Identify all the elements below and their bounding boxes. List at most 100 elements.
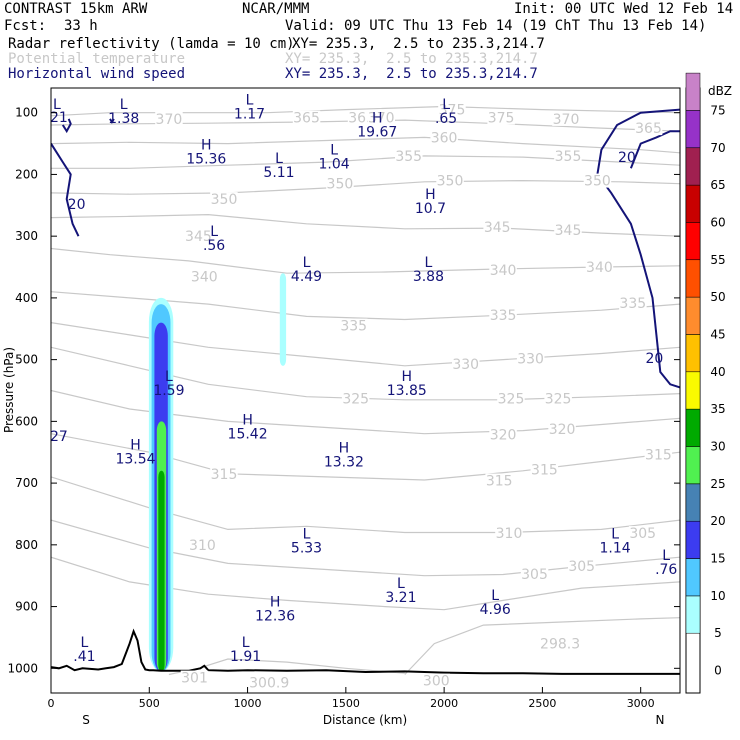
extremum-value: 15.36	[186, 152, 226, 168]
extremum-value: 1.38	[108, 111, 139, 127]
theta-label: 350	[327, 177, 354, 193]
theta-contour	[51, 136, 680, 154]
theta-label-bg	[485, 473, 513, 488]
extremum-value: .65	[435, 111, 457, 127]
theta-label: 315	[645, 448, 672, 464]
theta-label-bg	[619, 295, 647, 310]
extremum-type: H	[402, 369, 413, 385]
extremum-value: 10.7	[415, 201, 446, 217]
reflectivity-cell	[279, 273, 287, 366]
reflectivity-shading	[148, 273, 287, 672]
wind-label: 20	[645, 351, 663, 367]
theta-label-bg	[634, 121, 663, 136]
extremum-type: L	[53, 97, 61, 113]
y-tick-label: 900	[15, 600, 38, 614]
extremum-value: 1.91	[230, 649, 261, 665]
theta-label: 330	[452, 357, 479, 373]
extremum-type: H	[372, 110, 383, 126]
axes: 100 200 300 400 500 600 700 800 900 1000 0 500 1000 1…	[7, 106, 680, 710]
extremum-value: 1.17	[234, 107, 265, 123]
extremum-value: 1.59	[153, 383, 184, 399]
extremum-type: L	[80, 635, 88, 651]
field-reflectivity-xy: XY= 235.3, 2.5 to 235.3,214.7	[292, 36, 545, 52]
wind-contour	[51, 143, 80, 237]
x-axis-south-label: S	[82, 713, 90, 727]
theta-label-bg	[489, 308, 517, 323]
theta-label: 360	[431, 130, 458, 146]
extremum-type: H	[201, 138, 212, 154]
colorbar-swatch	[685, 558, 701, 597]
x-tick-label: 1500	[332, 697, 360, 710]
theta-label: 330	[517, 351, 544, 367]
x-tick-label: 0	[48, 697, 55, 710]
y-tick-label: 1000	[7, 661, 38, 675]
theta-label: 310	[496, 526, 523, 542]
theta-label-bg	[554, 148, 582, 163]
theta-label-bg	[184, 229, 213, 244]
colorbar-swatch	[685, 184, 701, 223]
colorbar-label: 50	[710, 290, 725, 304]
theta-label-bg	[340, 318, 368, 333]
colorbar-label: 65	[710, 178, 725, 192]
center-label: NCAR/MMM	[242, 1, 310, 17]
extremum-value: 4.96	[480, 602, 511, 618]
wind-contour	[629, 130, 680, 169]
theta-label-bg	[155, 111, 183, 126]
theta-label: 325	[342, 392, 369, 408]
theta-label: 300.9	[249, 676, 289, 692]
theta-label-bg	[568, 558, 596, 573]
theta-label: 320	[490, 427, 517, 443]
colorbar-swatch	[685, 259, 701, 298]
valid-time: Valid: 09 UTC Thu 13 Feb 14 (19 ChT Thu …	[285, 18, 707, 34]
fcst-label: Fcst:	[4, 18, 47, 34]
theta-label: 335	[340, 319, 367, 335]
colorbar-swatch	[685, 110, 701, 148]
extremum-type: L	[246, 93, 254, 109]
colorbar-label: 75	[710, 103, 725, 117]
extremum-value: .56	[203, 238, 225, 254]
y-axis-title: Pressure (hPa)	[2, 347, 16, 433]
theta-label: 365	[293, 111, 320, 127]
theta-label-bg	[190, 269, 219, 284]
theta-label: 370	[156, 112, 183, 128]
theta-label: 335	[490, 308, 517, 324]
theta-label-bg	[516, 351, 545, 366]
x-tick-label: 500	[139, 697, 160, 710]
theta-label-bg	[341, 391, 370, 406]
extremum-value: 13.85	[387, 383, 427, 399]
terrain-line	[51, 628, 680, 675]
colorbar-swatch	[685, 483, 701, 522]
theta-label-bg	[495, 526, 523, 541]
y-tick-label: 200	[15, 167, 38, 181]
theta-label-bg	[422, 673, 450, 688]
theta-label-bg	[246, 675, 292, 690]
theta-label: 325	[545, 392, 572, 408]
theta-label: 298.3	[540, 637, 580, 653]
wind-contour-labels: 21 20 20 20 27	[50, 110, 663, 445]
theta-label-bg	[487, 110, 515, 125]
theta-contour	[51, 247, 680, 274]
colorbar-label: 60	[710, 215, 725, 229]
theta-label: 340	[191, 269, 218, 285]
theta-contour	[51, 291, 680, 321]
colorbar-label: 70	[710, 141, 725, 155]
extremum-type: L	[120, 97, 128, 113]
theta-label: 355	[555, 149, 582, 165]
extremum-value: 1.14	[600, 541, 631, 557]
extremum-value: 15.42	[228, 426, 268, 442]
theta-contour	[51, 322, 680, 367]
extremum-type: H	[425, 187, 436, 203]
theta-label-bg	[188, 537, 217, 552]
extremum-value: 5.33	[291, 541, 322, 557]
y-tick-label: 300	[15, 229, 38, 243]
theta-label: 310	[189, 538, 216, 554]
theta-label-bg	[544, 391, 572, 406]
theta-label: 350	[437, 174, 464, 190]
colorbar-swatch	[685, 296, 701, 335]
colorbar-label: 15	[710, 552, 725, 566]
field-theta-xy: XY= 235.3, 2.5 to 235.3,214.7	[285, 51, 538, 67]
theta-label-bg	[430, 130, 458, 145]
wind-contour	[109, 118, 115, 124]
wind-contour	[596, 108, 680, 175]
